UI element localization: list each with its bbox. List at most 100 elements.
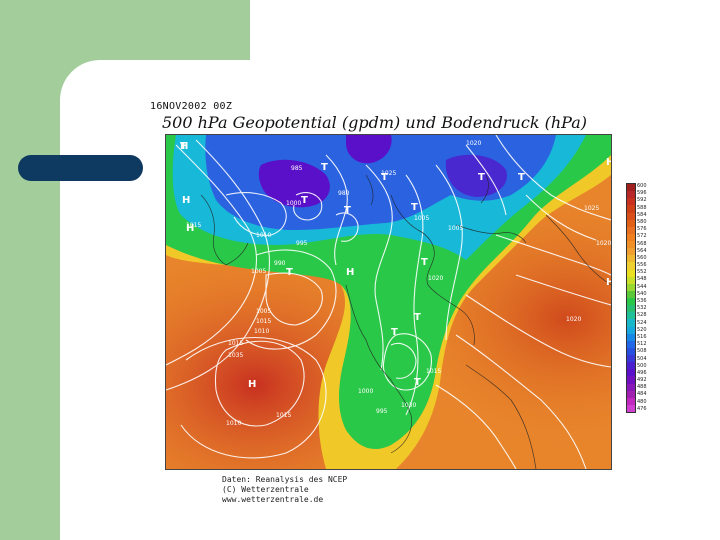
- scale-color-step: [627, 376, 635, 384]
- scale-tick-label: 524: [637, 319, 647, 326]
- pressure-contours: [166, 135, 611, 469]
- credit-copyright: (C) Wetterzentrale: [222, 485, 309, 494]
- scale-color-step: [627, 290, 635, 298]
- scale-tick-label: 508: [637, 348, 647, 355]
- isobar-label: 1015: [228, 340, 243, 347]
- scale-color-step: [627, 397, 635, 405]
- low-pressure-center: T: [518, 172, 525, 183]
- scale-color-step: [627, 219, 635, 227]
- scale-tick-label: 504: [637, 355, 647, 362]
- scale-tick-label: 492: [637, 377, 647, 384]
- scale-color-step: [627, 283, 635, 291]
- isobar-label: 1030: [401, 402, 416, 409]
- isobar-label: 985: [291, 165, 303, 172]
- scale-color-step: [627, 362, 635, 370]
- isobar-label: 980: [338, 190, 350, 197]
- scale-color-step: [627, 312, 635, 320]
- low-pressure-center: T: [301, 195, 308, 206]
- scale-tick-label: 600: [637, 183, 647, 189]
- scale-tick-label: 512: [637, 341, 647, 348]
- scale-color-step: [627, 262, 635, 270]
- isobar-label: 1015: [256, 318, 271, 325]
- low-pressure-center: T: [286, 267, 293, 278]
- low-pressure-center: T: [411, 202, 418, 213]
- scale-color-step: [627, 326, 635, 334]
- scale-tick-label: 560: [637, 254, 647, 261]
- high-pressure-center: H: [186, 223, 194, 234]
- low-pressure-center: T: [321, 162, 328, 173]
- scale-color-step: [627, 248, 635, 256]
- isobar-label: 1010: [254, 328, 269, 335]
- scale-color-step: [627, 241, 635, 249]
- scale-color-step: [627, 198, 635, 206]
- coastlines: [200, 174, 611, 469]
- scale-color-step: [627, 205, 635, 213]
- scale-tick-label: 480: [637, 398, 647, 405]
- low-pressure-center: T: [421, 257, 428, 268]
- pressure-label-layer: 1015 1010 1005 1000 995 990 985 980 1020 1025 1035…: [186, 140, 611, 427]
- weather-map: 1015 1010 1005 1000 995 990 985 980 1020 1025 1035…: [165, 134, 612, 470]
- high-pressure-center: H: [182, 195, 190, 206]
- scale-tick-label: 588: [637, 204, 647, 211]
- scale-tick-label: 568: [637, 240, 647, 247]
- field-deep-low-east: [445, 154, 507, 197]
- low-pressure-center: T: [414, 377, 421, 388]
- scale-tick-label: 536: [637, 298, 647, 304]
- low-pressure-center: T: [478, 172, 485, 183]
- scale-color-step: [627, 383, 635, 391]
- isobar-label: 1020: [596, 240, 611, 247]
- isobar-label: 1005: [414, 215, 429, 222]
- scale-color-step: [627, 212, 635, 220]
- isobar-label: 1025: [584, 205, 599, 212]
- scale-color-step: [627, 191, 635, 199]
- isobar-label: 1015: [276, 412, 291, 419]
- scale-tick-label: 584: [637, 211, 647, 218]
- isobar-label: 1005: [256, 308, 271, 315]
- scale-tick-label: 576: [637, 226, 647, 233]
- isobar-label: 1000: [286, 200, 301, 207]
- low-pressure-center: T: [381, 172, 388, 183]
- scale-tick-label: 540: [637, 290, 647, 297]
- scale-color-step: [627, 319, 635, 327]
- scale-tick-label: 484: [637, 391, 647, 398]
- map-date-label: 16NOV2002 00Z: [150, 101, 233, 112]
- scale-color-step: [627, 390, 635, 398]
- credit-url: www.wetterzentrale.de: [222, 495, 324, 504]
- scale-tick-label: 548: [637, 276, 647, 283]
- field-deep-low-west: [258, 159, 330, 208]
- geopotential-color-scale: [626, 183, 636, 413]
- field-deep-low-north: [346, 135, 392, 164]
- low-pressure-center: T: [180, 141, 187, 152]
- scale-color-step: [627, 404, 635, 412]
- scale-tick-label: 572: [637, 233, 647, 240]
- scale-tick-label: 544: [637, 283, 647, 290]
- high-pressure-center: H: [606, 157, 611, 168]
- data-credits: Daten: Reanalysis des NCEP (C) Wetterzen…: [222, 475, 347, 505]
- isobar-label: 995: [376, 408, 388, 415]
- isobar-label: 995: [296, 240, 308, 247]
- scale-tick-label: 476: [637, 405, 647, 412]
- scale-tick-label: 596: [637, 190, 647, 197]
- weather-map-graphic: 1015 1010 1005 1000 995 990 985 980 1020 1025 1035…: [166, 135, 611, 469]
- scale-color-step: [627, 333, 635, 341]
- scale-color-step: [627, 226, 635, 234]
- map-title: 500 hPa Geopotential (gpdm) und Bodendru…: [162, 113, 587, 132]
- accent-pill-decoration: [18, 155, 143, 181]
- isobar-label: 1020: [428, 275, 443, 282]
- scale-color-step: [627, 369, 635, 377]
- top-green-band: [60, 0, 250, 60]
- scale-color-step: [627, 255, 635, 263]
- low-pressure-center: T: [391, 327, 398, 338]
- isobar-label: 1010: [226, 420, 241, 427]
- scale-color-step: [627, 340, 635, 348]
- scale-tick-label: 488: [637, 384, 647, 391]
- scale-color-step: [627, 298, 635, 306]
- scale-tick-label: 528: [637, 312, 647, 319]
- sidebar-green-band: [0, 0, 60, 540]
- isobar-label: 1020: [466, 140, 481, 147]
- scale-color-step: [627, 233, 635, 241]
- isobar-label: 1005: [448, 225, 463, 232]
- scale-color-step: [627, 184, 635, 192]
- high-pressure-center: H: [248, 379, 256, 390]
- isobar-label: 1015: [426, 368, 441, 375]
